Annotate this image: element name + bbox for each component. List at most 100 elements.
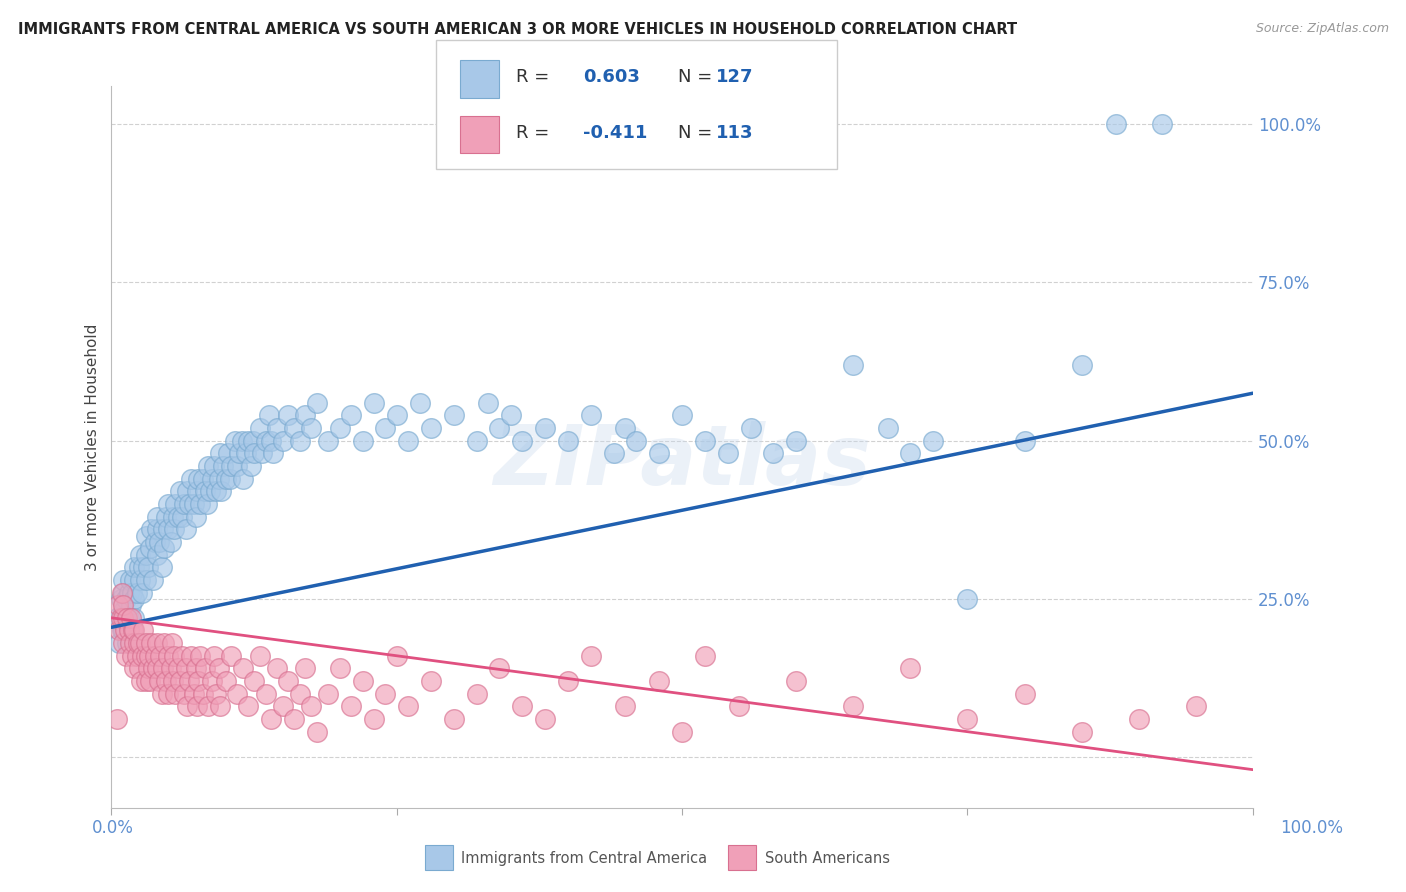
Point — [316, 434, 339, 448]
Point — [139, 674, 162, 689]
Point — [242, 434, 264, 448]
Point — [785, 674, 807, 689]
Point — [294, 409, 316, 423]
Point — [266, 421, 288, 435]
Point — [122, 624, 145, 638]
Point — [385, 409, 408, 423]
Point — [579, 648, 602, 663]
Point — [129, 573, 152, 587]
Point — [209, 484, 232, 499]
Point — [557, 434, 579, 448]
Point — [125, 585, 148, 599]
Point — [117, 585, 139, 599]
Point — [488, 661, 510, 675]
Text: Source: ZipAtlas.com: Source: ZipAtlas.com — [1256, 22, 1389, 36]
Point — [118, 573, 141, 587]
Point — [208, 661, 231, 675]
Point — [956, 591, 979, 606]
Point — [114, 611, 136, 625]
Point — [129, 548, 152, 562]
Point — [163, 522, 186, 536]
Point — [117, 624, 139, 638]
Point — [243, 446, 266, 460]
Point — [900, 661, 922, 675]
Point — [165, 497, 187, 511]
Point — [956, 712, 979, 726]
Point — [374, 687, 396, 701]
Point — [150, 687, 173, 701]
Point — [166, 661, 188, 675]
Point — [105, 712, 128, 726]
Point — [294, 661, 316, 675]
Point — [316, 687, 339, 701]
Y-axis label: 3 or more Vehicles in Household: 3 or more Vehicles in Household — [86, 323, 100, 571]
Point — [420, 674, 443, 689]
Point — [214, 472, 236, 486]
Point — [120, 598, 142, 612]
Point — [443, 712, 465, 726]
Point — [396, 699, 419, 714]
Point — [201, 472, 224, 486]
Point — [110, 611, 132, 625]
Point — [117, 611, 139, 625]
Point — [271, 699, 294, 714]
Point — [266, 661, 288, 675]
Point — [157, 648, 180, 663]
Text: ZIPatlas: ZIPatlas — [494, 421, 872, 502]
Point — [340, 699, 363, 714]
Point — [135, 573, 157, 587]
Point — [277, 674, 299, 689]
Point — [115, 648, 138, 663]
Point — [842, 699, 865, 714]
Point — [117, 611, 139, 625]
Point — [105, 611, 128, 625]
Point — [107, 598, 129, 612]
Point — [762, 446, 785, 460]
Point — [1070, 724, 1092, 739]
Point — [162, 674, 184, 689]
Point — [283, 712, 305, 726]
Point — [122, 573, 145, 587]
Point — [249, 648, 271, 663]
Point — [135, 648, 157, 663]
Point — [120, 611, 142, 625]
Point — [117, 636, 139, 650]
Point — [352, 674, 374, 689]
Point — [173, 687, 195, 701]
Point — [141, 573, 163, 587]
Point — [243, 674, 266, 689]
Point — [408, 395, 430, 409]
Text: IMMIGRANTS FROM CENTRAL AMERICA VS SOUTH AMERICAN 3 OR MORE VEHICLES IN HOUSEHOL: IMMIGRANTS FROM CENTRAL AMERICA VS SOUTH… — [18, 22, 1018, 37]
Point — [208, 699, 231, 714]
Point — [205, 484, 228, 499]
Point — [136, 560, 159, 574]
Point — [162, 509, 184, 524]
Point — [900, 446, 922, 460]
Point — [160, 636, 183, 650]
Point — [232, 472, 254, 486]
Point — [136, 661, 159, 675]
Point — [146, 509, 169, 524]
Point — [177, 497, 200, 511]
Point — [152, 522, 174, 536]
Point — [111, 624, 134, 638]
Point — [626, 434, 648, 448]
Text: N =: N = — [678, 68, 711, 87]
Point — [115, 591, 138, 606]
Point — [165, 687, 187, 701]
Point — [205, 687, 228, 701]
Point — [671, 724, 693, 739]
Text: R =: R = — [516, 68, 550, 87]
Point — [305, 395, 328, 409]
Point — [396, 434, 419, 448]
Point — [150, 560, 173, 574]
Point — [135, 674, 157, 689]
Text: 113: 113 — [716, 123, 754, 142]
Point — [121, 648, 143, 663]
Point — [176, 699, 198, 714]
Point — [1150, 117, 1173, 131]
Point — [228, 446, 250, 460]
Point — [191, 472, 214, 486]
Point — [128, 560, 150, 574]
Point — [122, 636, 145, 650]
